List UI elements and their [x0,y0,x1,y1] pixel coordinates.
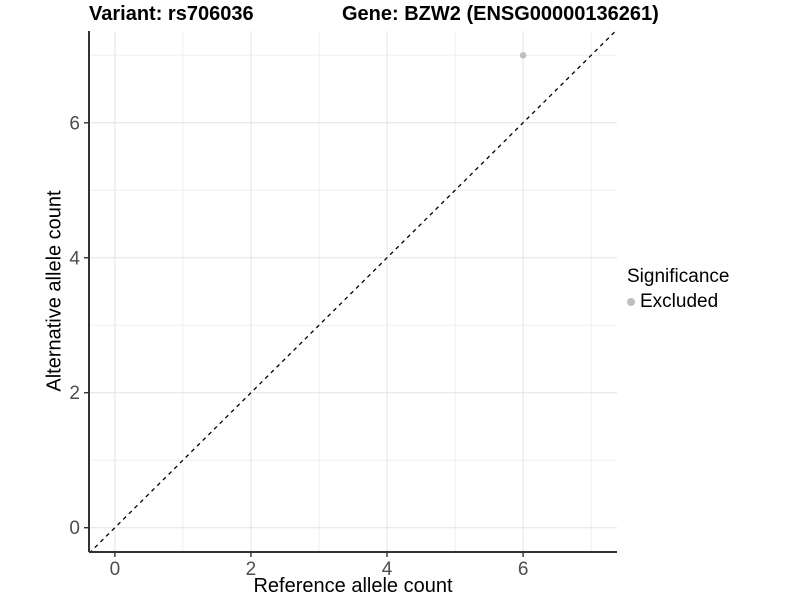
y-tick-label: 6 [69,113,80,134]
y-tick-label: 2 [69,383,80,404]
legend-point-icon [627,298,635,306]
x-tick-label: 0 [110,559,121,580]
x-axis-title: Reference allele count [253,575,453,597]
y-axis-title: Alternative allele count [43,190,66,392]
plot-title-variant: Variant: rs706036 [89,3,254,25]
data-point [519,51,527,59]
legend-item-label: Excluded [640,291,719,312]
x-tick-label: 4 [382,559,393,580]
legend-item-excluded: Excluded [627,291,729,313]
legend-title: Significance [627,266,730,287]
identity-reference-line [89,31,617,552]
y-tick-label: 4 [69,248,80,269]
x-tick-label: 6 [518,559,529,580]
y-tick-label: 0 [69,518,80,539]
legend: Significance Excluded [627,266,729,313]
plot-title-gene: Gene: BZW2 (ENSG00000136261) [342,3,659,25]
x-tick-label: 2 [246,559,257,580]
